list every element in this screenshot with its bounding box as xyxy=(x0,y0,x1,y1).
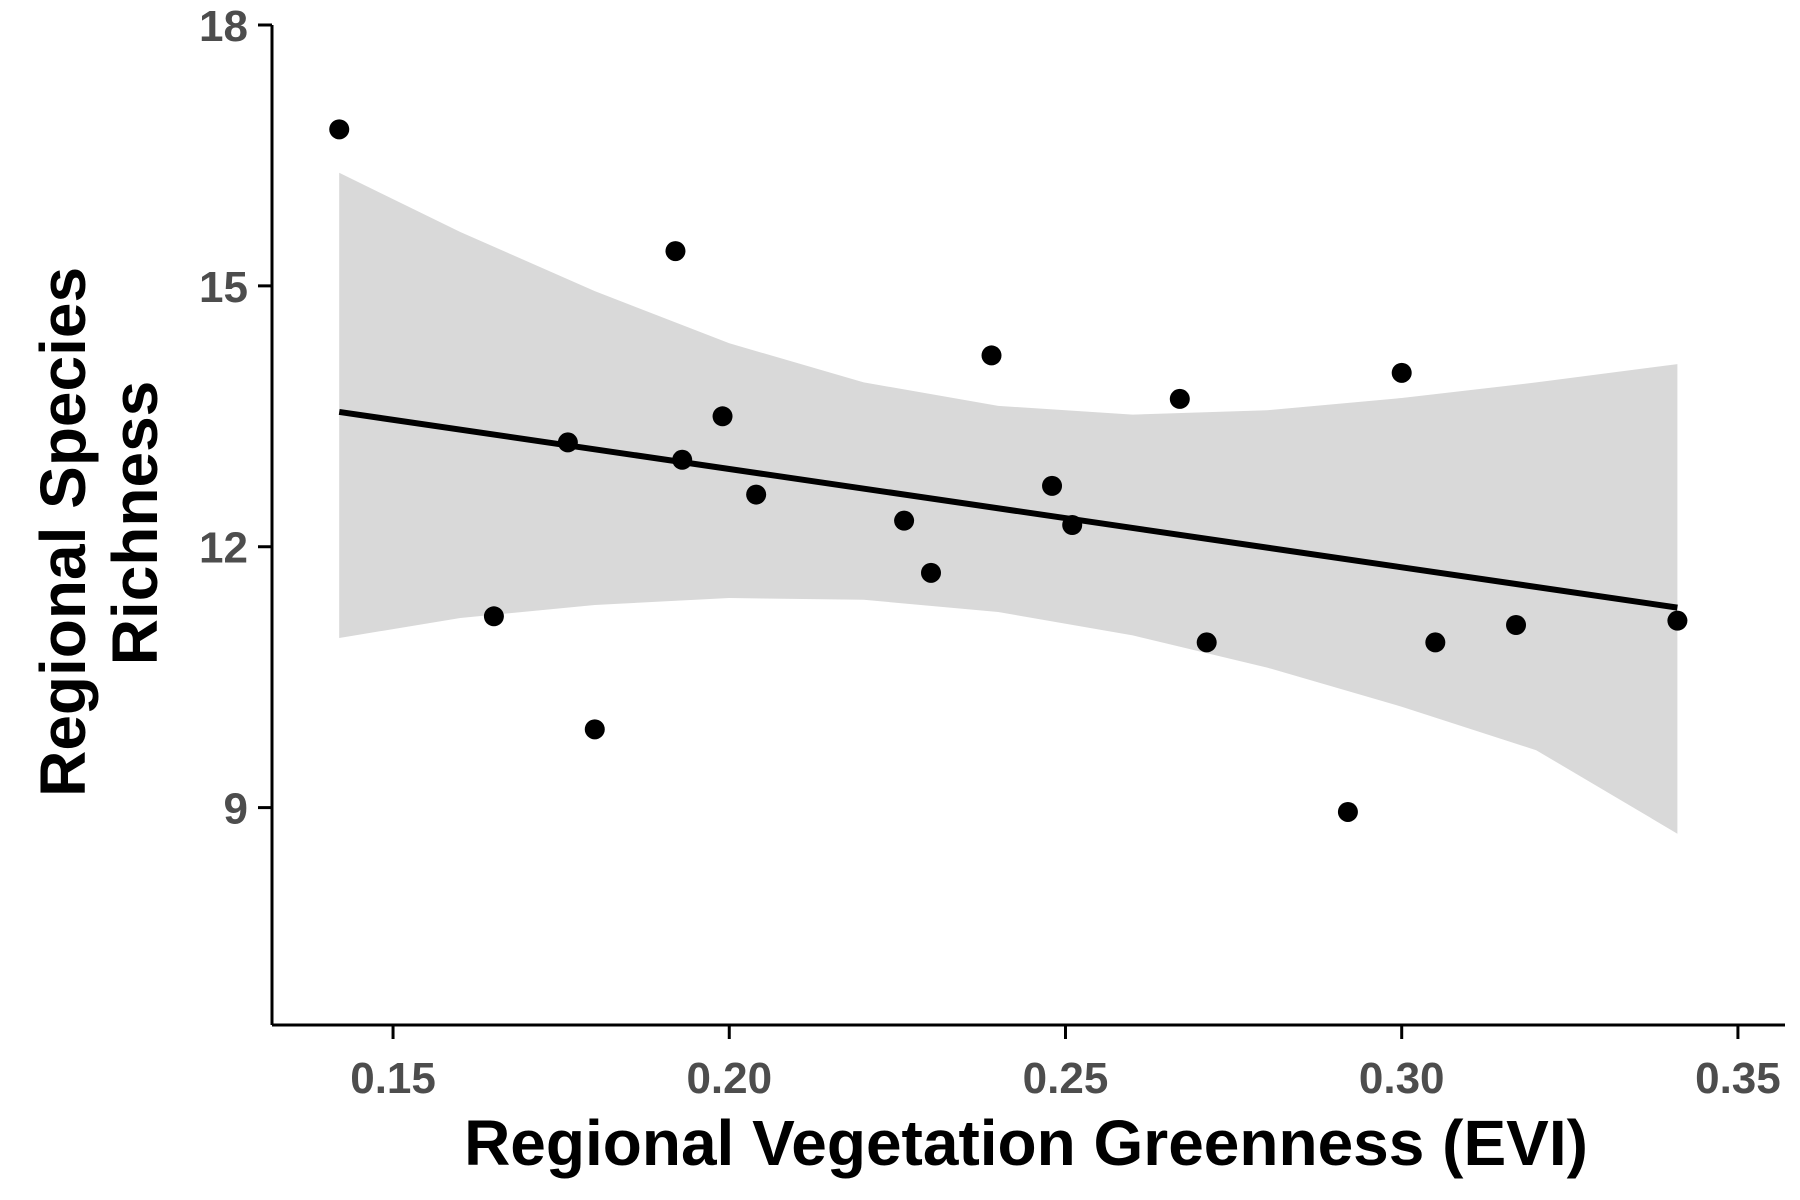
data-point xyxy=(1506,615,1527,635)
data-point xyxy=(1169,388,1190,409)
y-tick-label: 18 xyxy=(199,2,248,51)
data-point xyxy=(584,719,605,740)
data-point xyxy=(746,484,767,505)
data-point xyxy=(1425,632,1446,653)
data-point xyxy=(1196,632,1217,653)
data-point xyxy=(483,606,504,627)
x-tick-label: 0.15 xyxy=(350,1054,436,1103)
data-point xyxy=(557,432,578,453)
x-tick-label: 0.35 xyxy=(1695,1054,1781,1103)
data-point xyxy=(712,406,733,427)
y-axis-title-line-2: Richness xyxy=(99,381,171,666)
y-axis-title: Regional Species Richness xyxy=(27,249,171,797)
axes: 0.15 0.20 0.25 0.30 0.35 9 12 15 18 xyxy=(199,2,1785,1103)
data-point xyxy=(894,510,915,531)
y-axis-title-line-1: Regional Species xyxy=(27,267,99,797)
data-point xyxy=(1062,515,1083,535)
x-tick-label: 0.25 xyxy=(1023,1054,1109,1103)
y-tick-label: 9 xyxy=(224,785,248,834)
data-point xyxy=(1042,475,1063,496)
x-tick-label: 0.20 xyxy=(686,1054,772,1103)
confidence-band xyxy=(339,172,1678,834)
data-point xyxy=(329,119,350,140)
data-point xyxy=(665,241,686,262)
data-point xyxy=(1337,801,1358,822)
data-point xyxy=(981,345,1002,366)
data-point xyxy=(1667,610,1688,631)
plot-area xyxy=(329,119,1688,834)
y-tick-label: 12 xyxy=(199,524,248,573)
data-point xyxy=(672,449,693,470)
x-tick-label: 0.30 xyxy=(1359,1054,1445,1103)
data-point xyxy=(920,562,941,583)
y-tick-label: 15 xyxy=(199,263,248,312)
x-axis-title: Regional Vegetation Greenness (EVI) xyxy=(464,1107,1588,1179)
data-point xyxy=(1391,362,1412,383)
